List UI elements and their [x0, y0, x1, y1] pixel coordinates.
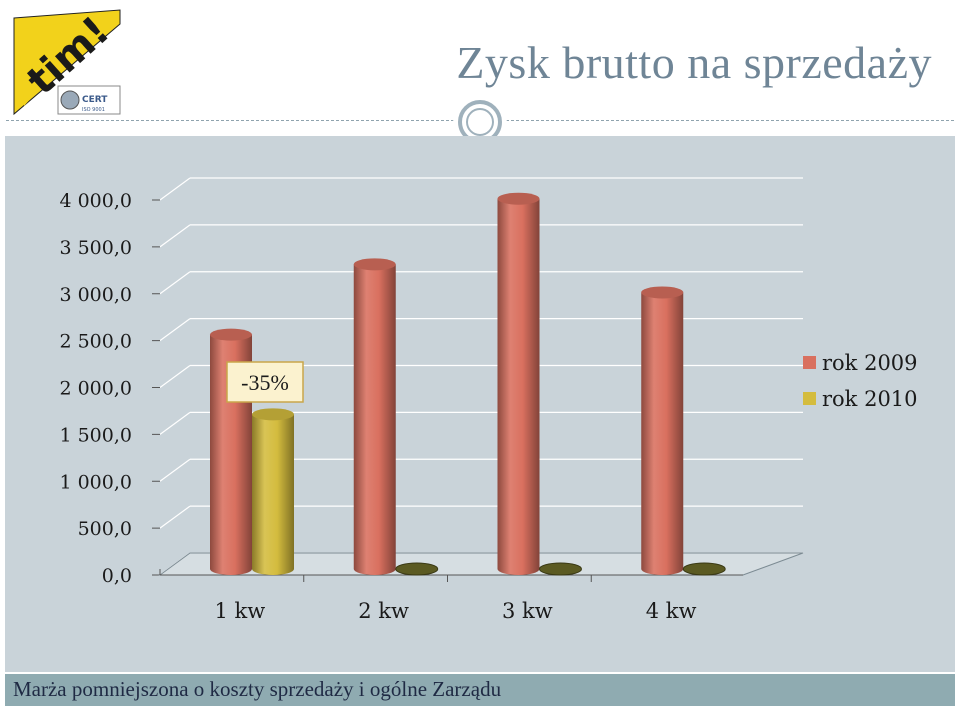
- bar-rok-2010-1-kw: [252, 408, 294, 575]
- bar-chart: 0,0 500,0 1 000,0 1 500,0 2 000,0 2 500,0 3 00…: [59, 177, 918, 623]
- bar-rok-2009-4-kw: [641, 286, 684, 575]
- cert-seal-icon: [60, 90, 80, 110]
- bar-cap: [353, 258, 396, 271]
- logo-cert-subtext: ISO 9001: [82, 107, 105, 113]
- grid-side-line: [159, 505, 191, 529]
- grid-side-line: [159, 177, 191, 201]
- footer-bar: Marża pomniejszona o koszty sprzedaży i …: [5, 674, 955, 706]
- y-tick-label: 3 000,0: [59, 284, 132, 306]
- annotation-text: -35%: [241, 370, 289, 395]
- x-category-label: 4 kw: [646, 599, 697, 623]
- bar-cap: [252, 408, 294, 421]
- bar-zero-disc: [539, 562, 582, 576]
- slide-title: Zysk brutto na sprzedaży: [456, 37, 932, 88]
- bar-body: [497, 198, 540, 575]
- y-tick-label: 500,0: [78, 518, 132, 540]
- bar-cap: [497, 192, 540, 205]
- bar-body: [252, 414, 294, 575]
- bar-rok-2009-3-kw: [497, 192, 540, 575]
- logo-cert-text: CERT: [82, 95, 108, 105]
- legend-label: rok 2010: [822, 387, 918, 411]
- y-tick-label: 0,0: [102, 565, 132, 587]
- bar-rok-2009-2-kw: [353, 258, 396, 575]
- legend-swatch: [803, 392, 816, 405]
- annotation-box: [226, 361, 304, 403]
- company-logo: tim! CERT ISO 9001: [10, 6, 125, 118]
- legend-label: rok 2009: [822, 351, 918, 375]
- x-category-label: 2 kw: [358, 599, 409, 623]
- grid-side-line: [159, 318, 191, 342]
- y-tick-label: 3 500,0: [59, 237, 132, 259]
- bar-zero-disc: [395, 562, 439, 576]
- x-category-label: 3 kw: [502, 599, 553, 623]
- grid-side-line: [159, 365, 191, 388]
- grid-side-line: [159, 224, 191, 248]
- y-tick-label: 1 500,0: [59, 424, 132, 446]
- chart-panel: 0,0 500,0 1 000,0 1 500,0 2 000,0 2 500,0 3 00…: [5, 136, 955, 672]
- legend-swatch: [803, 356, 816, 369]
- y-tick-label: 2 000,0: [59, 378, 132, 400]
- grid-side-line: [159, 458, 191, 482]
- bar-body: [641, 292, 684, 575]
- bar-cap: [641, 286, 684, 299]
- y-tick-label: 2 500,0: [59, 331, 132, 353]
- grid-side-line: [159, 411, 191, 435]
- bar-body: [353, 264, 396, 575]
- grid-side-line: [159, 271, 191, 295]
- y-tick-label: 4 000,0: [59, 190, 132, 212]
- footer-text: Marża pomniejszona o koszty sprzedaży i …: [13, 677, 502, 701]
- x-category-label: 1 kw: [215, 599, 266, 623]
- y-tick-label: 1 000,0: [59, 471, 132, 493]
- bar-cap: [210, 328, 252, 341]
- bar-zero-disc: [682, 562, 726, 576]
